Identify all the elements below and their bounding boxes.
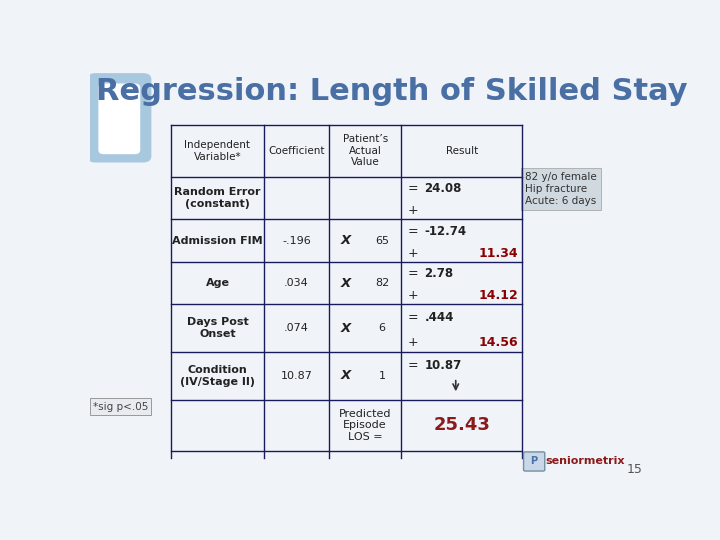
Text: Condition
(IV/Stage II): Condition (IV/Stage II) [180, 365, 255, 387]
Text: -12.74: -12.74 [425, 225, 467, 238]
Text: X: X [341, 322, 351, 335]
Text: .444: .444 [425, 311, 454, 324]
Text: -.196: -.196 [282, 235, 311, 246]
Text: 11.34: 11.34 [478, 247, 518, 260]
Text: +: + [408, 204, 418, 217]
Text: Result: Result [446, 146, 478, 156]
FancyBboxPatch shape [523, 452, 545, 471]
Text: 6: 6 [379, 323, 385, 333]
Text: Coefficient: Coefficient [269, 146, 325, 156]
Text: P: P [531, 456, 538, 467]
Text: X: X [341, 369, 351, 382]
Text: Regression: Length of Skilled Stay: Regression: Length of Skilled Stay [96, 77, 687, 106]
Text: Independent
Variable*: Independent Variable* [184, 140, 251, 161]
Text: *sig p<.05: *sig p<.05 [93, 402, 148, 411]
Text: =: = [408, 359, 418, 372]
Text: 15: 15 [626, 463, 642, 476]
Text: Patient’s
Actual
Value: Patient’s Actual Value [343, 134, 388, 167]
Text: 25.43: 25.43 [433, 416, 490, 434]
Text: 82: 82 [374, 278, 389, 288]
Text: .034: .034 [284, 278, 309, 288]
Text: =: = [408, 182, 418, 195]
Text: Random Error
(constant): Random Error (constant) [174, 187, 261, 209]
Text: +: + [408, 247, 418, 260]
FancyBboxPatch shape [99, 84, 140, 154]
Text: =: = [408, 311, 418, 324]
Text: 24.08: 24.08 [425, 182, 462, 195]
Text: Days Post
Onset: Days Post Onset [186, 318, 248, 339]
Text: 14.12: 14.12 [478, 289, 518, 302]
Text: 10.87: 10.87 [281, 371, 312, 381]
Text: Admission FIM: Admission FIM [172, 235, 263, 246]
Text: X: X [341, 276, 351, 289]
Text: 2.78: 2.78 [425, 267, 454, 280]
Text: 14.56: 14.56 [478, 336, 518, 349]
Text: .074: .074 [284, 323, 309, 333]
Text: 1: 1 [379, 371, 385, 381]
Text: Predicted
Episode
LOS =: Predicted Episode LOS = [339, 409, 392, 442]
Text: Age: Age [205, 278, 230, 288]
Text: =: = [408, 267, 418, 280]
Text: 65: 65 [375, 235, 389, 246]
FancyBboxPatch shape [87, 73, 151, 163]
Text: +: + [408, 336, 418, 349]
Text: X: X [341, 234, 351, 247]
Text: 10.87: 10.87 [425, 359, 462, 372]
Text: 82 y/o female
Hip fracture
Acute: 6 days: 82 y/o female Hip fracture Acute: 6 days [526, 172, 597, 206]
Text: seniormetrix: seniormetrix [545, 456, 625, 467]
Text: +: + [408, 289, 418, 302]
Text: =: = [408, 225, 418, 238]
